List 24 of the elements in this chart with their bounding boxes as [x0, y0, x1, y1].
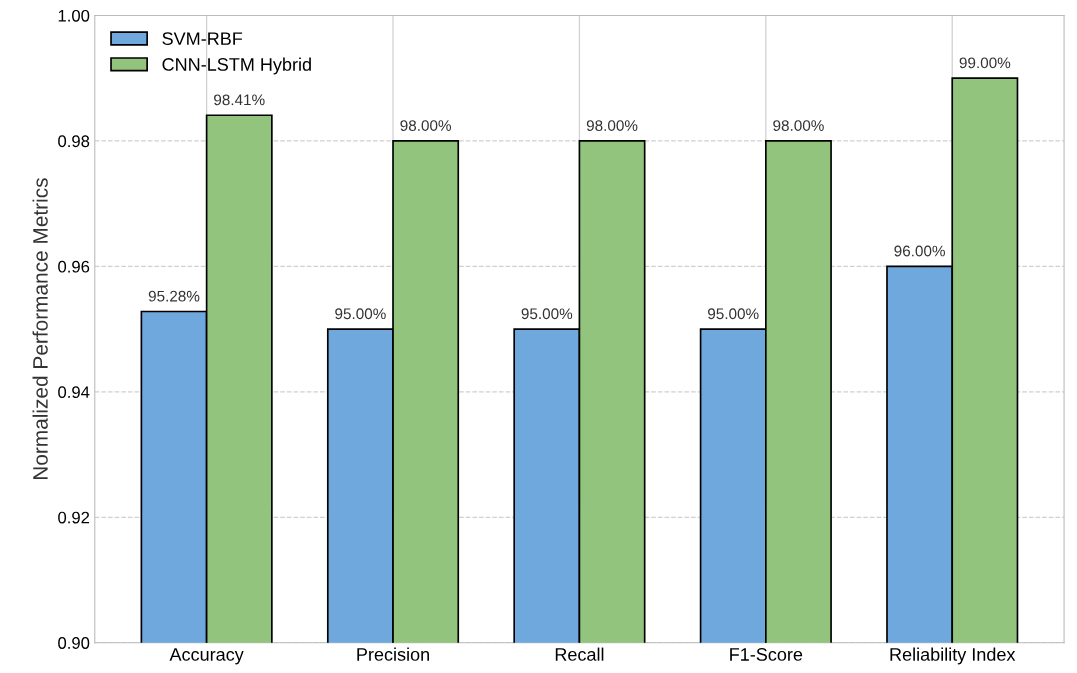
- x-tick-label: Recall: [555, 647, 604, 661]
- y-tick-label: 0.90: [58, 637, 90, 649]
- data-label: 98.41%: [214, 94, 265, 106]
- y-tick-label: 0.98: [58, 135, 90, 148]
- data-label: 99.00%: [959, 57, 1011, 69]
- data-label: 98.00%: [586, 120, 638, 131]
- data-label: 95.00%: [335, 308, 386, 320]
- y-tick-label: 1.00: [58, 9, 90, 22]
- data-label: 96.00%: [894, 245, 945, 257]
- x-tick-label: F1-Score: [730, 648, 803, 661]
- data-label: 95.28%: [148, 290, 200, 302]
- data-label: 95.00%: [521, 308, 573, 320]
- legend-label: CNN-LSTM Hybrid: [162, 57, 311, 75]
- y-tick-label: 0.92: [58, 511, 90, 524]
- data-label: 95.00%: [708, 308, 759, 320]
- x-tick-label: Precision: [357, 647, 429, 661]
- y-tick-label: 0.96: [58, 260, 90, 273]
- y-tick-label: 0.94: [58, 386, 90, 399]
- x-tick-label: Accuracy: [169, 648, 244, 665]
- legend-label: SVM-RBF: [162, 32, 243, 45]
- y-axis-title: Normalized Performance Metrics: [32, 178, 48, 480]
- data-label: 98.00%: [400, 120, 452, 131]
- x-tick-label: Reliability Index: [890, 647, 1016, 665]
- data-label: 98.00%: [773, 120, 824, 131]
